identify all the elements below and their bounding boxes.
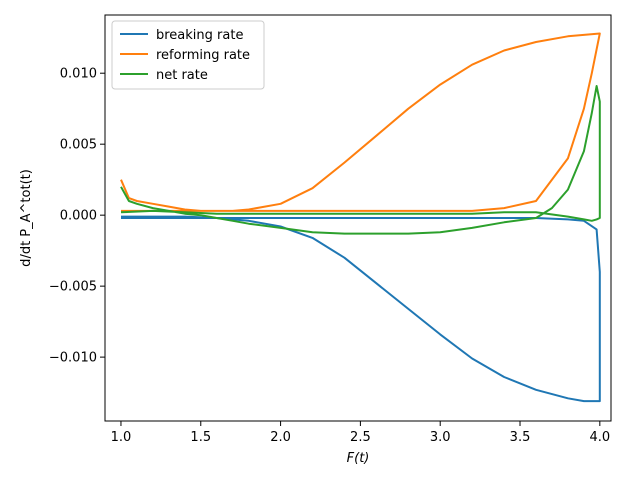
legend-box xyxy=(111,20,265,90)
y-axis-ticks: −0.010 −0.005 0.000 0.005 0.010 xyxy=(49,67,105,366)
x-axis-label: F(t) xyxy=(347,451,370,466)
x-tick-label: 1.0 xyxy=(111,430,132,445)
x-axis-ticks: 1.0 1.5 2.0 2.5 3.0 3.5 4.0 xyxy=(111,421,610,445)
y-tick-label: −0.005 xyxy=(49,280,97,295)
series-line-breaking-rate xyxy=(121,215,601,403)
x-tick-label: 2.0 xyxy=(270,430,291,445)
x-tick-label: 1.5 xyxy=(190,430,211,445)
legend-label-net-rate: net rate xyxy=(156,68,208,83)
legend: breaking rate reforming rate net rate xyxy=(111,20,265,90)
series-line-reforming-rate xyxy=(120,32,601,212)
series-layer xyxy=(120,32,601,403)
legend-label-breaking-rate: breaking rate xyxy=(156,28,243,43)
plot-area xyxy=(104,14,612,422)
axes-frame xyxy=(104,14,612,422)
y-tick-label: −0.010 xyxy=(49,351,97,366)
x-tick-label: 3.0 xyxy=(430,430,451,445)
y-axis-label: d/dt P_A^tot(t) xyxy=(19,169,34,267)
x-tick-label: 3.5 xyxy=(510,430,531,445)
y-tick-label: 0.005 xyxy=(60,138,97,153)
x-tick-label: 2.5 xyxy=(350,430,371,445)
x-tick-label: 4.0 xyxy=(589,430,610,445)
series-line-net-rate xyxy=(120,85,601,235)
y-tick-label: 0.000 xyxy=(60,209,97,224)
legend-label-reforming-rate: reforming rate xyxy=(156,48,250,63)
y-tick-label: 0.010 xyxy=(60,67,97,82)
